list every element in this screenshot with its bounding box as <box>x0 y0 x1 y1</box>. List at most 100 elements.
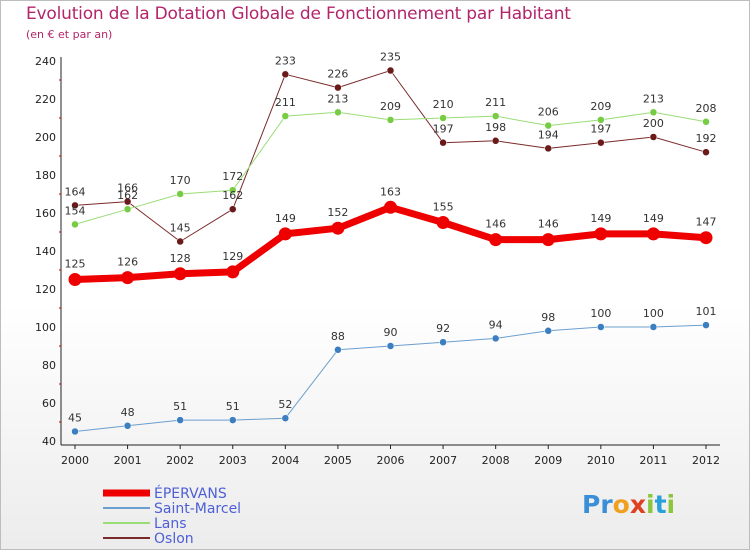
logo-letter: r <box>600 490 613 519</box>
data-point <box>544 327 552 335</box>
data-point <box>702 321 710 329</box>
data-label: 194 <box>538 128 559 141</box>
data-point <box>281 70 290 79</box>
data-label: 152 <box>327 206 348 219</box>
x-tick-label: 2011 <box>639 454 667 467</box>
legend-label: Lans <box>154 516 187 532</box>
data-label: 154 <box>65 204 86 217</box>
data-point <box>334 346 342 354</box>
data-label: 88 <box>331 330 345 343</box>
data-label: 197 <box>433 123 454 136</box>
data-label: 164 <box>65 185 86 198</box>
y-tick-label: 240 <box>35 55 56 68</box>
data-label: 192 <box>696 132 717 145</box>
data-point <box>491 137 500 145</box>
data-point <box>544 144 552 153</box>
data-label: 166 <box>117 182 138 195</box>
data-label: 211 <box>485 96 506 109</box>
data-label: 235 <box>380 51 401 64</box>
data-point <box>386 342 395 350</box>
data-point <box>439 138 447 147</box>
data-point <box>334 108 342 117</box>
data-point <box>123 205 132 213</box>
data-label: 149 <box>643 212 664 225</box>
data-label: 162 <box>222 189 243 202</box>
data-label: 101 <box>696 305 717 318</box>
data-label: 125 <box>65 258 86 271</box>
data-point <box>281 414 290 422</box>
data-point <box>699 231 713 245</box>
y-tick-label: 200 <box>35 131 56 144</box>
data-label: 126 <box>117 256 138 269</box>
data-label: 145 <box>170 222 191 235</box>
data-point <box>176 237 184 246</box>
x-tick-label: 2007 <box>429 454 457 467</box>
data-point <box>649 108 658 117</box>
data-label: 213 <box>643 92 664 105</box>
data-point <box>71 427 79 436</box>
logo-letter: t <box>654 490 667 519</box>
data-label: 94 <box>489 318 503 331</box>
legend-label: ÉPERVANS <box>154 485 227 502</box>
data-point <box>439 114 447 122</box>
data-point <box>71 220 79 229</box>
data-label: 146 <box>485 218 506 231</box>
data-labels: 164 166 145 162 233 226 235 197 198 194 197 200 192 1… <box>65 51 717 425</box>
data-label: 51 <box>173 400 187 413</box>
x-tick-label: 2008 <box>482 454 510 467</box>
data-point <box>173 267 187 281</box>
data-label: 162 <box>117 189 138 202</box>
data-point <box>597 116 605 124</box>
data-label: 208 <box>696 102 717 115</box>
data-label: 92 <box>436 322 450 335</box>
data-label: 155 <box>433 201 454 214</box>
data-label: 51 <box>226 400 240 413</box>
y-tick-label: 160 <box>35 207 56 220</box>
data-point <box>229 186 237 194</box>
data-point <box>544 121 552 130</box>
data-label: 211 <box>275 96 296 109</box>
data-point <box>229 205 237 213</box>
data-label: 210 <box>433 98 454 111</box>
data-point <box>121 271 135 285</box>
x-tick-label: 2003 <box>219 454 247 467</box>
data-point <box>439 338 447 346</box>
chart-title: Evolution de la Dotation Globale de Fonc… <box>26 4 571 24</box>
data-label: 147 <box>696 216 717 229</box>
x-tick-label: 2006 <box>377 454 405 467</box>
logo-letter: i <box>666 490 676 519</box>
legend-label: Saint-Marcel <box>154 501 241 517</box>
data-point <box>278 227 292 241</box>
data-label: 48 <box>121 406 135 419</box>
logo-letter: o <box>612 490 630 519</box>
data-label: 233 <box>275 54 296 67</box>
chart-subtitle: (en € et par an) <box>26 28 113 41</box>
data-label: 213 <box>327 92 348 105</box>
y-tick-label: 80 <box>42 359 56 372</box>
data-label: 209 <box>380 100 401 113</box>
data-label: 206 <box>538 106 559 119</box>
y-tick-label: 120 <box>35 283 56 296</box>
data-label: 45 <box>68 412 82 425</box>
x-tick-label: 2001 <box>114 454 142 467</box>
series-line <box>71 203 710 283</box>
x-tick-label: 2010 <box>587 454 615 467</box>
data-label: 172 <box>222 170 243 183</box>
data-label: 197 <box>590 123 611 136</box>
data-point <box>491 112 500 120</box>
data-label: 226 <box>327 68 348 81</box>
data-point <box>489 233 503 247</box>
data-point <box>646 227 660 241</box>
data-label: 170 <box>170 174 191 187</box>
data-point <box>541 233 555 247</box>
data-point <box>334 83 342 92</box>
data-point <box>176 416 184 424</box>
y-tick-label: 220 <box>35 93 56 106</box>
data-point <box>597 138 605 147</box>
data-point <box>123 422 132 430</box>
x-tick-label: 2012 <box>692 454 720 467</box>
data-label: 149 <box>275 212 296 225</box>
data-point <box>597 323 605 331</box>
proxiti-logo: Proxiti <box>582 490 675 519</box>
